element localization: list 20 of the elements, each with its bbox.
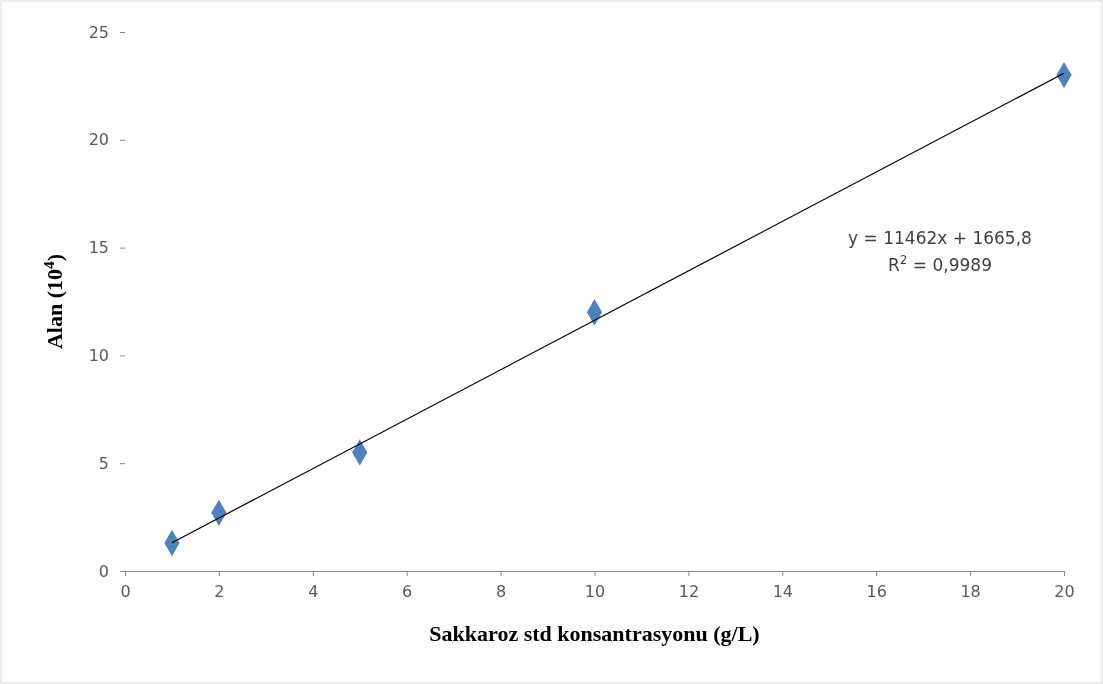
y-tick-label: 5 [98,453,109,473]
x-tick-label: 20 [1054,581,1075,601]
y-tick-label: 25 [88,22,109,42]
x-tick-label: 6 [402,581,413,601]
x-tick-label: 14 [772,581,793,601]
y-tick-label: 20 [88,130,109,150]
x-tick-label: 4 [308,581,319,601]
y-tick-label: 15 [88,238,109,258]
x-tick-label: 12 [678,581,700,601]
x-tick-label: 16 [866,581,887,601]
x-axis-title: Sakkaroz std konsantrasyonu (g/L) [429,621,760,646]
y-tick-label: 10 [88,346,109,366]
annotation: y = 11462x + 1665,8 [848,228,1032,248]
x-tick-label: 18 [960,581,981,601]
x-tick-label: 0 [120,581,131,601]
x-tick-label: 10 [584,581,606,601]
annotation: R$^{2}$ = 0,9989 [888,253,992,275]
y-tick-label: 0 [98,561,109,581]
x-tick-label: 2 [214,581,225,601]
x-tick-label: 8 [496,581,507,601]
